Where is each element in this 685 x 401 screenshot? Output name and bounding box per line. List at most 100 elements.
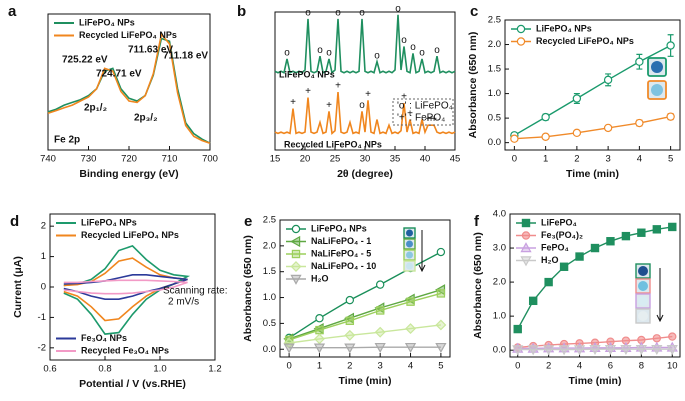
marker xyxy=(436,247,446,257)
peak-marker: o xyxy=(317,45,323,56)
marker xyxy=(290,235,301,248)
x-tick-label: 4 xyxy=(577,361,582,372)
marker xyxy=(520,256,532,267)
marker xyxy=(405,323,416,335)
x-tick-label: 1.0 xyxy=(153,364,166,375)
panel: e 0 1 2 3 4 5 0.0 0.5 1.0 1.5 2.0 2.5 Time (min) Absor… xyxy=(242,213,451,387)
marker xyxy=(513,324,522,334)
x-tick-label: 3 xyxy=(378,361,383,372)
marker xyxy=(344,329,356,341)
x-tick-label: 740 xyxy=(40,154,56,165)
x-tick-label: 1 xyxy=(317,361,322,372)
series-line xyxy=(47,32,211,144)
x-tick-label: 2 xyxy=(574,154,579,165)
marker xyxy=(290,261,302,272)
peak-marker: o xyxy=(395,3,401,14)
panel: d 0.6 0.8 1.0 1.2 -2 -1 0 1 2 Potential / V (vs.RH… xyxy=(10,213,228,390)
marker xyxy=(620,344,632,355)
marker xyxy=(541,112,550,122)
peak-marker: + xyxy=(401,92,407,103)
marker xyxy=(344,343,356,354)
y-tick-label: 1 xyxy=(41,251,46,262)
well-spot xyxy=(406,229,413,237)
x-tick-label: 730 xyxy=(81,154,97,165)
y-tick-label: 1.0 xyxy=(493,311,506,322)
series-line xyxy=(517,346,673,350)
x-tick-label: 0 xyxy=(286,361,291,372)
x-tick-label: 1.2 xyxy=(208,364,221,375)
arrow xyxy=(418,230,426,273)
series-line xyxy=(63,279,188,295)
x-tick-label: 710 xyxy=(162,154,178,165)
well-spot xyxy=(406,262,413,270)
decorations xyxy=(392,57,667,324)
marker xyxy=(435,342,447,354)
y-axis-label: Absorbance (650 nm) xyxy=(472,232,484,339)
x-tick-label: 5 xyxy=(438,361,443,372)
x-axis-label: Potential / V (vs.RHE) xyxy=(79,378,186,390)
peak-marker: o xyxy=(434,45,440,56)
legend-label: Fe₃(PO₄)₂ xyxy=(541,230,583,240)
marker xyxy=(668,222,677,232)
y-tick-label: -1 xyxy=(38,312,46,323)
marker xyxy=(528,296,538,306)
marker xyxy=(603,75,613,85)
marker xyxy=(606,237,615,246)
peak-marker: + xyxy=(305,86,311,97)
annotation: 2p₃/₂ xyxy=(134,113,158,124)
plot-frame xyxy=(509,213,681,358)
marker xyxy=(635,344,647,355)
plot-frame xyxy=(279,219,451,358)
x-axis-label: Time (min) xyxy=(339,375,392,387)
series-label: Recycled LiFePO₄ NPs xyxy=(284,139,382,149)
marker xyxy=(314,333,325,345)
x-tick-label: 4 xyxy=(408,361,413,372)
legend-label: Fe₃O₄ NPs xyxy=(81,333,127,343)
legend-label: Recycled LiFePO₄ NPs xyxy=(81,230,179,240)
annotation: Scanning rate: xyxy=(163,286,228,297)
x-tick-label: 0.6 xyxy=(43,364,56,375)
annotation: 711.63 eV xyxy=(128,45,173,56)
panel: f 0 2 4 6 8 10 0.0 1.0 2.0 3.0 4.0 Time (min) Absorba… xyxy=(472,209,681,387)
peak-marker: o xyxy=(326,48,332,59)
legend-label: LiFePO₄ NPs xyxy=(311,223,367,233)
series-line xyxy=(274,91,456,136)
legend-label: LiFePO₄ NPs xyxy=(81,217,137,227)
peak-marker: + xyxy=(428,114,434,125)
marker xyxy=(516,24,526,34)
marker xyxy=(651,344,663,355)
x-tick-label: 3 xyxy=(605,154,610,165)
marker xyxy=(666,112,675,121)
y-axis-label: Current (μA) xyxy=(12,256,24,318)
peak-marker: o xyxy=(401,35,407,46)
x-tick-label: 35 xyxy=(390,154,401,165)
marker xyxy=(603,123,613,133)
annotation: '+' : FePO₄ xyxy=(397,113,445,124)
peak-marker: o xyxy=(374,50,380,61)
peak-marker: + xyxy=(326,100,332,111)
panel-letter: a xyxy=(8,3,17,20)
legend-label: Recycled Fe₃O₄ NPs xyxy=(81,345,169,355)
x-axis-label: Time (min) xyxy=(566,168,619,180)
legend-label: Recycled LiFePO₄ NPs xyxy=(79,30,177,40)
x-axis-label: Binding energy (eV) xyxy=(79,168,178,180)
series-line xyxy=(274,14,456,75)
marker xyxy=(589,344,601,355)
legend-label: H₂O xyxy=(541,255,559,265)
peak-marker: + xyxy=(290,97,296,108)
marker xyxy=(404,342,417,354)
well-spot xyxy=(638,296,648,306)
marker xyxy=(544,277,553,287)
y-tick-label: 1.5 xyxy=(263,266,276,277)
series-line xyxy=(63,244,191,335)
legend-label: LiFePO₄ NPs xyxy=(536,23,592,33)
y-tick-label: 0.0 xyxy=(263,344,276,355)
y-tick-label: 3.0 xyxy=(493,243,506,254)
series-line xyxy=(289,324,441,344)
marker xyxy=(541,132,550,141)
marker xyxy=(283,343,295,354)
y-tick-label: 0 xyxy=(41,282,46,293)
marker xyxy=(290,274,302,285)
arrow xyxy=(656,268,664,323)
y-axis-label: Absorbance (650 nm) xyxy=(467,32,479,139)
